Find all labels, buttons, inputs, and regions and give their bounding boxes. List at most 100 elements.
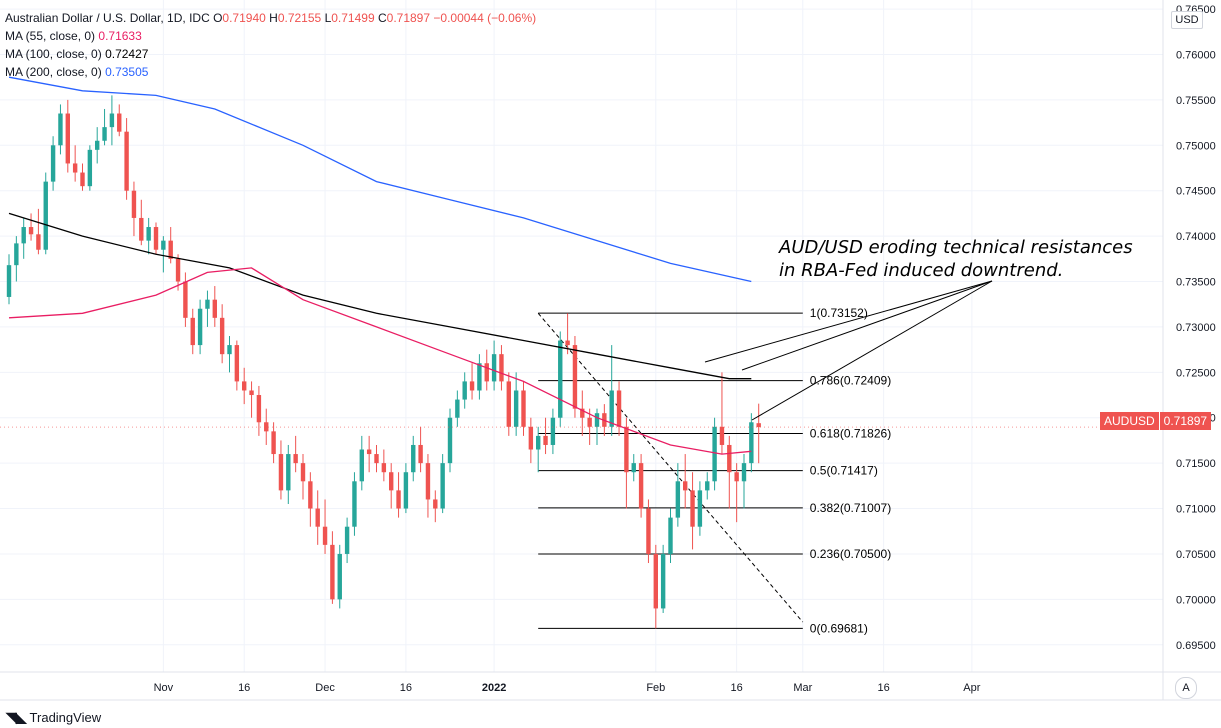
auto-scale-button[interactable]: A (1175, 677, 1197, 699)
candle-body (87, 149, 93, 187)
candle-body (624, 426, 629, 473)
high-value: 0.72155 (277, 11, 322, 25)
candle-body (249, 390, 254, 396)
candle-body (315, 508, 320, 527)
x-tick-label: Dec (315, 682, 335, 694)
y-tick-label: 0.73000 (1176, 322, 1216, 334)
symbol-label: AUDUSD (1100, 412, 1160, 430)
candle-body (513, 390, 519, 427)
candle-body (550, 417, 556, 445)
candle-body (109, 113, 115, 128)
candle-body (587, 417, 592, 427)
candle-body (447, 417, 453, 464)
fib-level-label: 0(0.69681) (810, 621, 868, 635)
candle-body (381, 463, 387, 473)
legend-ma200-row[interactable]: MA (200, close, 0) 0.73505 (5, 63, 536, 81)
candle-body (212, 299, 217, 318)
candle-body (36, 234, 41, 250)
x-tick-label: Mar (793, 682, 812, 694)
candle-body (278, 454, 284, 491)
y-tick-label: 0.75500 (1176, 95, 1216, 107)
ma100-line (8, 212, 752, 380)
candle-body (749, 422, 754, 464)
candle-body (300, 463, 306, 482)
candle-body (374, 454, 379, 464)
candle-body (337, 553, 342, 600)
ma200-line (8, 76, 752, 283)
ma55-label: MA (55, close, 0) (5, 29, 96, 43)
candle-body (21, 227, 26, 244)
annotation-pointer (704, 280, 993, 363)
ma200-label: MA (200, close, 0) (5, 65, 102, 79)
y-tick-label: 0.70500 (1176, 549, 1216, 561)
candle-body (117, 113, 122, 132)
candle-body (631, 463, 636, 473)
candle-body (168, 240, 173, 259)
candle-body (293, 454, 298, 464)
x-tick-label: Apr (963, 682, 980, 694)
ma55-line (8, 267, 752, 455)
x-tick-label: 2022 (482, 682, 506, 694)
candle-body (521, 390, 526, 427)
y-tick-label: 0.72500 (1176, 367, 1216, 379)
candle-body (190, 317, 195, 346)
high-label: H (269, 11, 278, 25)
candle-body (536, 435, 541, 450)
ma100-label: MA (100, close, 0) (5, 47, 102, 61)
candle-body (131, 190, 137, 218)
candle-body (741, 463, 747, 482)
x-tick-label: 16 (238, 682, 250, 694)
candle-body (580, 408, 585, 418)
legend-ma100-row[interactable]: MA (100, close, 0) 0.72427 (5, 45, 536, 63)
candle-body (697, 490, 703, 527)
candle-body (366, 449, 372, 455)
candle-body (219, 317, 225, 355)
y-tick-label: 0.71500 (1176, 458, 1216, 470)
candle-body (727, 444, 732, 473)
y-tick-label: 0.76000 (1176, 49, 1216, 61)
fib-level-label: 0.786(0.72409) (810, 374, 891, 388)
candle-body (359, 449, 364, 482)
candle-body (462, 381, 467, 400)
candle-body (455, 399, 460, 418)
candle-body (352, 481, 357, 527)
candle-body (719, 426, 725, 445)
currency-button[interactable]: USD (1171, 11, 1203, 29)
candle-body (242, 381, 247, 391)
change-value: −0.00044 (−0.06%) (433, 11, 537, 25)
candle-body (484, 363, 489, 382)
candle-body (528, 426, 534, 450)
candle-body (175, 258, 181, 282)
candle-body (227, 345, 232, 355)
x-tick-label: Feb (646, 682, 665, 694)
y-tick-label: 0.74000 (1176, 231, 1216, 243)
candle-body (146, 227, 151, 241)
legend-ohlc-row: Australian Dollar / U.S. Dollar, 1D, IDC… (5, 9, 536, 27)
candle-body (543, 435, 548, 445)
candle-body (646, 508, 651, 554)
tradingview-logo[interactable]: ◥◣ TradingView (6, 709, 101, 726)
candle-body (572, 345, 578, 409)
candle-body (102, 127, 107, 141)
candle-body (124, 131, 129, 191)
legend-ma55-row[interactable]: MA (55, close, 0) 0.71633 (5, 27, 536, 45)
candle-body (256, 395, 262, 423)
symbol-title: Australian Dollar / U.S. Dollar, 1D, IDC (5, 11, 210, 25)
candle-body (418, 444, 423, 464)
candle-body (72, 163, 78, 173)
candle-body (153, 227, 159, 250)
fib-level-label: 1(0.73152) (810, 306, 868, 320)
candle-body (499, 354, 504, 382)
ma200-value: 0.73505 (105, 65, 149, 79)
y-tick-label: 0.69500 (1176, 640, 1216, 652)
close-value: 0.71897 (386, 11, 431, 25)
candle-body (440, 463, 445, 509)
y-tick-label: 0.70000 (1176, 594, 1216, 606)
brand-name: TradingView (29, 710, 102, 725)
fib-level-label: 0.5(0.71417) (810, 464, 878, 478)
annotation-line-2: in RBA-Fed induced downtrend. (779, 260, 1064, 281)
candle-body (234, 345, 240, 382)
fib-level-label: 0.236(0.70500) (810, 547, 891, 561)
y-tick-label: 0.74500 (1176, 186, 1216, 198)
